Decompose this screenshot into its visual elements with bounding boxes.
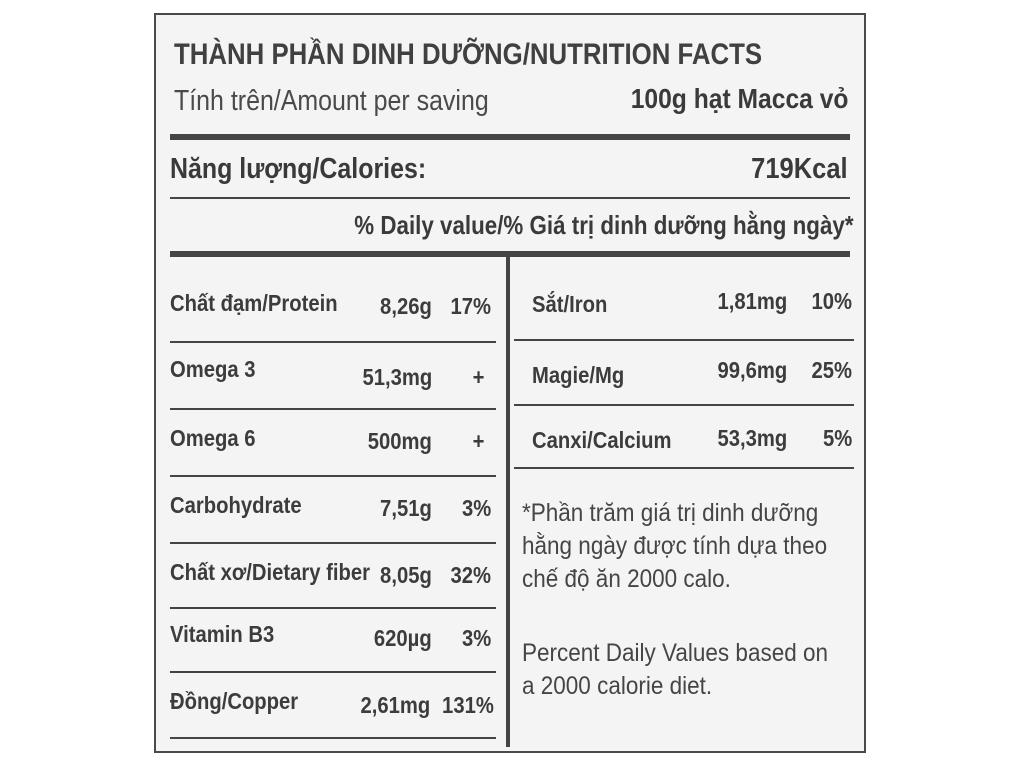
left-row-name: Chất xơ/Dietary fiber: [170, 559, 370, 585]
left-row-rule: [170, 737, 496, 739]
left-row-rule: [170, 542, 496, 544]
left-row-amount: 8,26g: [380, 293, 432, 319]
right-row-amount: 53,3mg: [717, 425, 787, 451]
right-row-dv: 25%: [811, 357, 852, 383]
left-row-rule: [170, 341, 496, 343]
right-row-dv: 5%: [822, 425, 852, 451]
right-row-name: Magie/Mg: [532, 362, 625, 388]
left-row-name: Omega 6: [170, 425, 256, 451]
label-title: THÀNH PHẦN DINH DƯỠNG/NUTRITION FACTS: [174, 38, 763, 71]
calories-rule: [170, 197, 850, 199]
left-row-dv: +: [472, 428, 484, 454]
left-row-name: Đồng/Copper: [170, 688, 299, 714]
serving-size-label: Tính trên/Amount per saving: [174, 85, 489, 117]
right-row-dv: 10%: [811, 288, 852, 314]
left-row-dv: +: [472, 364, 484, 390]
left-row-name: Carbohydrate: [170, 492, 302, 518]
left-row-dv: 3%: [461, 495, 491, 521]
calories-label: Năng lượng/Calories:: [170, 153, 427, 185]
right-row-rule: [514, 467, 854, 469]
left-row-name: Chất đạm/Protein: [170, 290, 338, 316]
serving-size-value: 100g hạt Macca vỏ: [630, 83, 848, 114]
right-row-name: Canxi/Calcium: [532, 427, 672, 453]
left-row-dv: 131%: [442, 692, 494, 718]
left-row-name: Omega 3: [170, 356, 256, 382]
left-row-rule: [170, 671, 496, 673]
left-row-amount: 2,61mg: [360, 692, 430, 718]
right-row-rule: [514, 404, 854, 406]
footnote-vi-line: chế độ ăn 2000 calo.: [522, 565, 731, 593]
right-row-amount: 1,81mg: [717, 288, 787, 314]
footnote-en-line: Percent Daily Values based on: [522, 639, 829, 667]
column-divider: [506, 257, 510, 747]
table-top-rule: [170, 251, 850, 257]
left-row-amount: 500mg: [367, 428, 432, 454]
left-row-rule: [170, 475, 496, 477]
left-row-name: Vitamin B3: [170, 621, 275, 647]
left-row-dv: 17%: [450, 293, 491, 319]
right-row-amount: 99,6mg: [717, 357, 787, 383]
left-row-amount: 8,05g: [380, 562, 432, 588]
footnote-en-line: a 2000 calorie diet.: [522, 672, 713, 700]
left-row-amount: 7,51g: [380, 495, 432, 521]
left-row-dv: 3%: [461, 625, 491, 651]
top-thick-rule: [170, 134, 850, 140]
left-row-rule: [170, 607, 496, 609]
daily-value-header: % Daily value/% Giá trị dinh dưỡng hằng …: [354, 210, 854, 240]
left-row-dv: 32%: [450, 562, 491, 588]
left-row-rule: [170, 408, 496, 410]
footnote-vi-line: *Phần trăm giá trị dinh dưỡng: [522, 499, 819, 527]
calories-value: 719Kcal: [751, 153, 848, 185]
footnote-vi-line: hằng ngày được tính dựa theo: [522, 532, 828, 560]
right-row-rule: [514, 339, 854, 341]
left-row-amount: 620µg: [374, 625, 432, 651]
left-row-amount: 51,3mg: [362, 364, 432, 390]
right-row-name: Sắt/Iron: [532, 291, 608, 317]
